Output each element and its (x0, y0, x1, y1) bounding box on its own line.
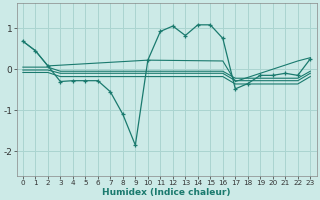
X-axis label: Humidex (Indice chaleur): Humidex (Indice chaleur) (102, 188, 231, 197)
